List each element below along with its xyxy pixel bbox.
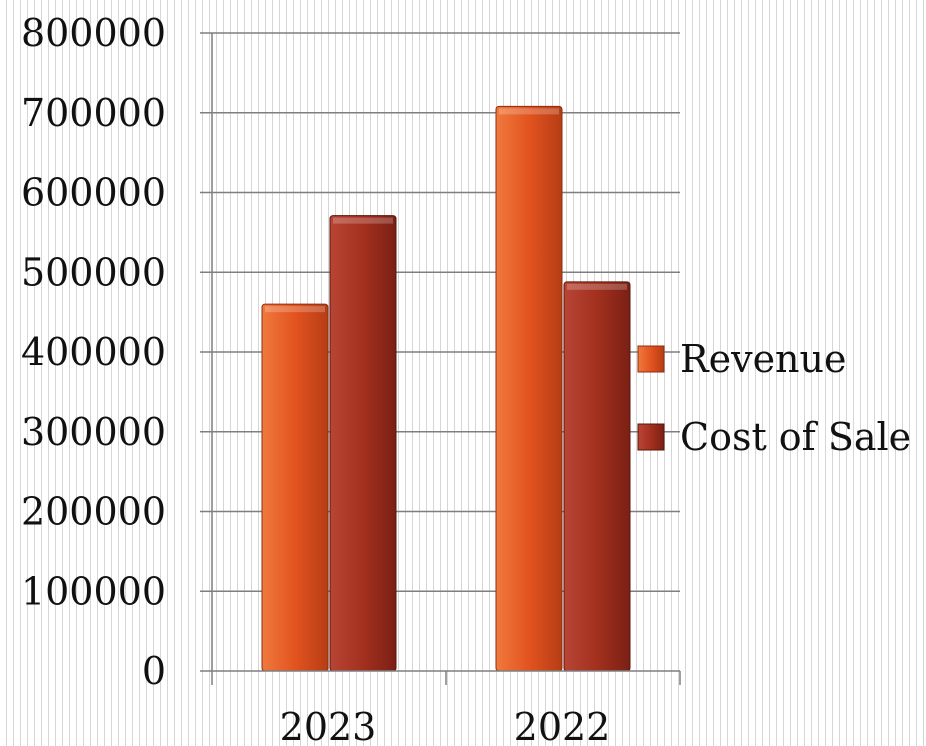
legend: Revenue Cost of Sale <box>637 337 911 459</box>
x-tick-label-2023: 2023 <box>280 705 377 746</box>
plot-area <box>200 32 681 685</box>
x-axis: 2023 2022 <box>280 705 611 746</box>
bar-highlight <box>499 108 559 115</box>
bar-revenue-2023 <box>261 303 329 672</box>
legend-swatch-revenue <box>637 345 665 373</box>
legend-item-cost-of-sale: Cost of Sale <box>637 415 911 459</box>
bar-cost-of-sale-2022 <box>563 281 631 672</box>
bar-cost-of-sale-2023 <box>329 215 397 672</box>
legend-swatch-cost-of-sale <box>637 423 665 451</box>
y-tick-label: 600000 <box>21 171 166 215</box>
legend-label-revenue: Revenue <box>680 337 847 381</box>
y-tick-label: 700000 <box>21 91 166 135</box>
bars <box>261 105 631 672</box>
y-axis: 0 100000 200000 300000 400000 500000 600… <box>21 11 166 693</box>
x-axis-ticks <box>211 671 681 685</box>
legend-item-revenue: Revenue <box>637 337 847 381</box>
y-tick-label: 200000 <box>21 490 166 534</box>
bar-revenue-2022 <box>495 105 563 672</box>
x-tick-label-2022: 2022 <box>514 705 611 746</box>
y-tick-label: 500000 <box>21 250 166 294</box>
bar-highlight <box>567 283 627 290</box>
legend-label-cost-of-sale: Cost of Sale <box>680 415 911 459</box>
y-tick-label: 800000 <box>21 11 166 55</box>
y-tick-label: 100000 <box>21 569 166 613</box>
y-tick-label: 0 <box>142 649 166 693</box>
bar-highlight <box>333 217 393 224</box>
bar-highlight <box>265 306 325 313</box>
y-tick-label: 300000 <box>21 410 166 454</box>
y-tick-label: 400000 <box>21 330 166 374</box>
